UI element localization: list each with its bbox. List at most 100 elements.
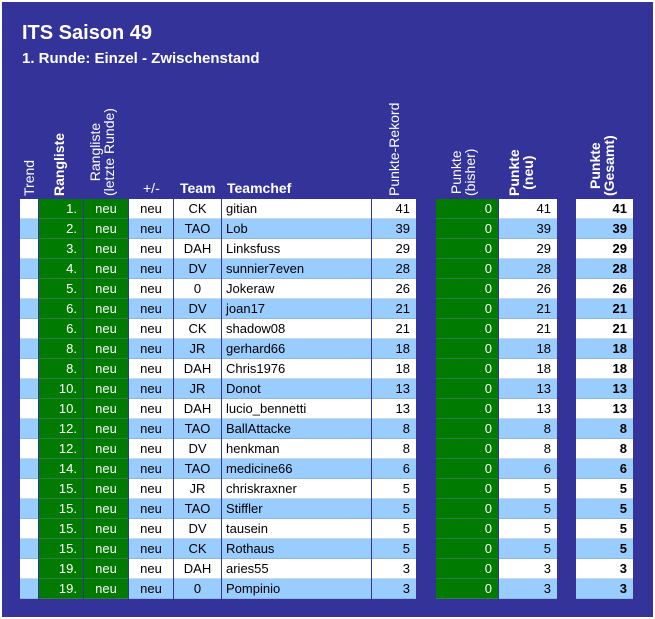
punkte-gesamt-cell: 13 (576, 399, 633, 419)
rekord-cell: 8 (372, 419, 416, 439)
table-row: 15. neu neu DV tausein 5 0 5 5 (0, 519, 655, 539)
punkte-bisher-cell: 0 (436, 299, 498, 319)
punkte-neu-cell: 5 (499, 499, 557, 519)
header-punkte-bisher: Punkte (bisher) (448, 149, 478, 196)
plusminus-cell: neu (129, 519, 173, 539)
last-round-cell: neu (84, 579, 128, 599)
team-cell: TAO (174, 459, 221, 479)
table-row: 15. neu neu JR chriskraxner 5 0 5 5 (0, 479, 655, 499)
punkte-neu-cell: 41 (499, 199, 557, 219)
plusminus-cell: neu (129, 299, 173, 319)
punkte-neu-cell: 6 (499, 459, 557, 479)
rekord-cell: 29 (372, 239, 416, 259)
rekord-cell: 3 (372, 559, 416, 579)
header-punkte-gesamt: Punkte (Gesamt) (587, 135, 617, 196)
plusminus-cell: neu (129, 559, 173, 579)
teamchef-cell: Rothaus (222, 539, 371, 559)
table-row: 3. neu neu DAH Linksfuss 29 0 29 29 (0, 239, 655, 259)
header-rangliste-last: Rangliste (letzte Runde) (87, 108, 117, 196)
plusminus-cell: neu (129, 459, 173, 479)
teamchef-cell: shadow08 (222, 319, 371, 339)
rank-cell: 12. (39, 419, 83, 439)
punkte-bisher-cell: 0 (436, 559, 498, 579)
trend-cell (20, 419, 38, 439)
rank-cell: 12. (39, 439, 83, 459)
team-cell: 0 (174, 579, 221, 599)
rekord-cell: 13 (372, 399, 416, 419)
teamchef-cell: Linksfuss (222, 239, 371, 259)
last-round-cell: neu (84, 379, 128, 399)
trend-cell (20, 259, 38, 279)
trend-cell (20, 559, 38, 579)
teamchef-cell: Pompinio (222, 579, 371, 599)
punkte-gesamt-cell: 6 (576, 459, 633, 479)
teamchef-cell: sunnier7even (222, 259, 371, 279)
plusminus-cell: neu (129, 199, 173, 219)
punkte-bisher-cell: 0 (436, 199, 498, 219)
punkte-gesamt-cell: 21 (576, 319, 633, 339)
punkte-neu-cell: 21 (499, 299, 557, 319)
plusminus-cell: neu (129, 319, 173, 339)
teamchef-cell: henkman (222, 439, 371, 459)
trend-cell (20, 199, 38, 219)
last-round-cell: neu (84, 439, 128, 459)
trend-cell (20, 459, 38, 479)
rekord-cell: 5 (372, 539, 416, 559)
last-round-cell: neu (84, 319, 128, 339)
rank-cell: 5. (39, 279, 83, 299)
rekord-cell: 28 (372, 259, 416, 279)
teamchef-cell: gerhard66 (222, 339, 371, 359)
rekord-cell: 13 (372, 379, 416, 399)
punkte-gesamt-cell: 29 (576, 239, 633, 259)
header-rangliste-last-line2: (letzte Runde) (101, 108, 117, 196)
punkte-gesamt-cell: 18 (576, 339, 633, 359)
punkte-gesamt-cell: 5 (576, 539, 633, 559)
table-row: 15. neu neu TAO Stiffler 5 0 5 5 (0, 499, 655, 519)
trend-cell (20, 239, 38, 259)
plusminus-cell: neu (129, 539, 173, 559)
team-cell: JR (174, 479, 221, 499)
punkte-gesamt-cell: 5 (576, 519, 633, 539)
punkte-gesamt-cell: 39 (576, 219, 633, 239)
header-punkte-neu-line1: Punkte (506, 149, 522, 196)
header-punkte-gesamt-line1: Punkte (587, 142, 603, 189)
punkte-gesamt-cell: 8 (576, 439, 633, 459)
rank-cell: 10. (39, 379, 83, 399)
rekord-cell: 5 (372, 479, 416, 499)
table-row: 1. neu neu CK gitian 41 0 41 41 (0, 199, 655, 219)
trend-cell (20, 359, 38, 379)
header-punkte-neu: Punkte (neu) (506, 149, 536, 196)
punkte-bisher-cell: 0 (436, 499, 498, 519)
punkte-neu-cell: 13 (499, 379, 557, 399)
rekord-cell: 5 (372, 519, 416, 539)
punkte-neu-cell: 26 (499, 279, 557, 299)
punkte-gesamt-cell: 26 (576, 279, 633, 299)
punkte-gesamt-cell: 5 (576, 479, 633, 499)
teamchef-cell: medicine66 (222, 459, 371, 479)
teamchef-cell: Stiffler (222, 499, 371, 519)
table-row: 6. neu neu DV joan17 21 0 21 21 (0, 299, 655, 319)
punkte-neu-cell: 8 (499, 419, 557, 439)
trend-cell (20, 299, 38, 319)
header-team: Team (180, 180, 216, 196)
page-title: ITS Saison 49 (22, 22, 153, 44)
team-cell: 0 (174, 279, 221, 299)
team-cell: JR (174, 379, 221, 399)
punkte-bisher-cell: 0 (436, 239, 498, 259)
rank-cell: 1. (39, 199, 83, 219)
punkte-gesamt-cell: 21 (576, 299, 633, 319)
punkte-gesamt-cell: 13 (576, 379, 633, 399)
table-row: 4. neu neu DV sunnier7even 28 0 28 28 (0, 259, 655, 279)
rank-cell: 10. (39, 399, 83, 419)
table-row: 19. neu neu DAH aries55 3 0 3 3 (0, 559, 655, 579)
trend-cell (20, 379, 38, 399)
rekord-cell: 18 (372, 359, 416, 379)
team-cell: DV (174, 299, 221, 319)
header-plusminus: +/- (143, 180, 160, 196)
trend-cell (20, 439, 38, 459)
table-row: 19. neu neu 0 Pompinio 3 0 3 3 (0, 579, 655, 599)
rank-cell: 15. (39, 539, 83, 559)
rank-cell: 14. (39, 459, 83, 479)
punkte-neu-cell: 18 (499, 339, 557, 359)
punkte-neu-cell: 5 (499, 539, 557, 559)
